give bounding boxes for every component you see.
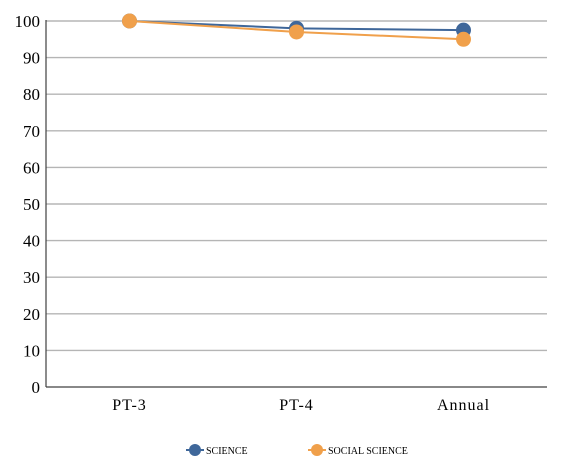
y-axis-tick-labels: 0 10 20 30 40 50 60 70 80 90 100 (15, 12, 41, 397)
axes (45, 20, 547, 388)
legend-label: SCIENCE (206, 446, 248, 457)
series-social-science (122, 13, 471, 47)
y-tick-label: 30 (23, 268, 40, 287)
x-tick-label: PT-3 (112, 397, 147, 414)
legend-label: SOCIAL SCIENCE (328, 446, 408, 457)
y-tick-label: 50 (23, 195, 40, 214)
legend-swatch-marker (189, 444, 201, 456)
y-tick-label: 90 (23, 49, 40, 68)
legend-item: SOCIAL SCIENCE (308, 444, 408, 457)
legend-item: SCIENCE (186, 444, 248, 457)
x-tick-label: Annual (437, 397, 490, 414)
gridlines (46, 20, 547, 352)
y-tick-label: 40 (23, 232, 40, 251)
data-point (456, 31, 471, 47)
y-tick-label: 0 (32, 378, 41, 397)
legend: SCIENCE SOCIAL SCIENCE (186, 444, 408, 457)
data-point (122, 13, 137, 29)
x-tick-label: PT-4 (279, 397, 314, 414)
y-tick-label: 10 (23, 341, 40, 360)
data-series (122, 13, 471, 47)
legend-swatch-marker (311, 444, 323, 456)
y-tick-label: 80 (23, 85, 40, 104)
x-axis-tick-labels: PT-3 PT-4 Annual (112, 397, 490, 414)
y-tick-label: 60 (23, 158, 40, 177)
data-point (289, 24, 304, 40)
y-tick-label: 20 (23, 305, 40, 324)
y-tick-label: 100 (15, 12, 41, 31)
y-tick-label: 70 (23, 122, 40, 141)
